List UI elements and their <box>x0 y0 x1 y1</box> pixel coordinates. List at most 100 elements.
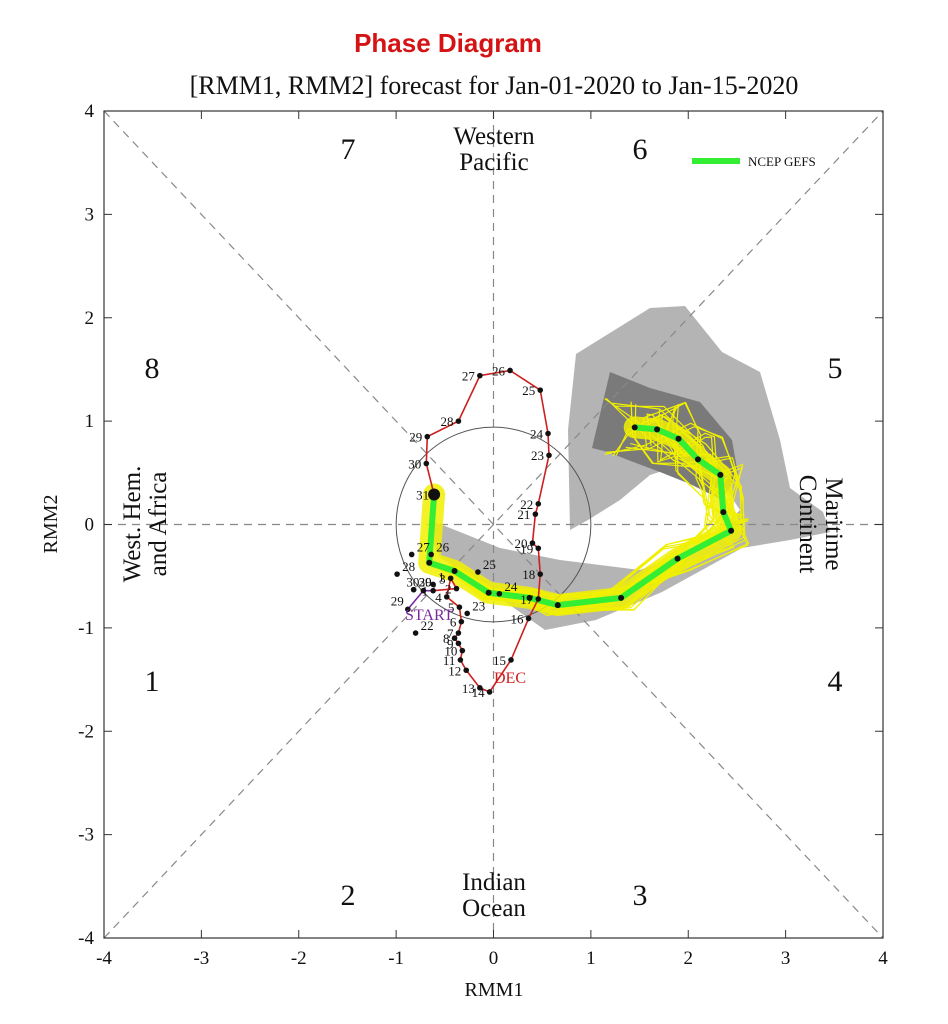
phase-label-7: 7 <box>341 133 356 166</box>
ensemble-mean-point <box>631 424 638 431</box>
observed-november-point <box>420 587 427 594</box>
region-left-line1: West. Hem. <box>119 466 146 583</box>
start-annotation: START <box>405 607 454 624</box>
ensemble-mean-point <box>526 594 533 601</box>
observed-december-point <box>537 387 544 393</box>
forecast-day-point <box>428 551 434 558</box>
phase-label-3: 3 <box>633 879 648 912</box>
observed-november-point <box>405 606 411 613</box>
forecast-day-label: 22 <box>421 618 434 633</box>
observed-day-label: 9 <box>447 636 454 651</box>
forecast-day-point <box>394 571 400 577</box>
forecast-day-point <box>410 586 417 593</box>
forecast-day-label: 24 <box>504 579 518 594</box>
observed-december-point <box>443 594 450 600</box>
observed-day-label: 30 <box>406 575 419 590</box>
forecast-day-label: 27 <box>417 539 431 554</box>
observed-day-label: 30 <box>408 457 421 472</box>
observed-day-label: 17 <box>520 592 534 607</box>
observed-december-point <box>545 430 551 437</box>
observed-day-label: 20 <box>514 536 527 551</box>
observed-december-point <box>453 585 460 592</box>
forecast-day-point <box>412 630 419 636</box>
observed-december-point <box>430 587 436 594</box>
region-right-line2: Continent <box>794 475 821 574</box>
observed-december-point <box>477 685 483 691</box>
ensemble-mean-point <box>728 527 735 534</box>
y-tick-label: -2 <box>78 721 94 742</box>
x-tick-label: 4 <box>878 948 888 969</box>
region-bottom-line1: Indian <box>462 869 526 896</box>
observed-day-label: 10 <box>444 644 457 659</box>
region-top-line1: Western <box>453 123 535 150</box>
observed-december-point <box>447 575 454 582</box>
observed-day-label: 24 <box>530 427 544 442</box>
observed-december-point <box>459 647 466 654</box>
observed-day-label: 2 <box>445 582 452 597</box>
observed-day-label: 1 <box>422 584 429 599</box>
observed-day-label: 14 <box>472 685 486 700</box>
x-tick-label: -2 <box>291 948 307 969</box>
phase-label-1: 1 <box>145 665 160 698</box>
y-axis-label: RMM2 <box>40 495 62 554</box>
observed-day-label: 26 <box>492 363 506 378</box>
chart-title: Phase Diagram <box>354 28 542 58</box>
observed-day-label: 16 <box>511 612 525 627</box>
dec-annotation: DEC <box>494 670 526 687</box>
y-tick-label: -1 <box>78 618 94 639</box>
y-tick-label: 1 <box>85 411 95 432</box>
phase-label-6: 6 <box>633 133 648 166</box>
observed-december-point <box>535 501 542 507</box>
observed-december-point <box>456 604 463 610</box>
legend-label-ncep-gefs: NCEP GEFS <box>748 154 816 169</box>
observed-day-label: 5 <box>448 600 455 615</box>
y-tick-label: 4 <box>85 101 95 122</box>
observed-day-label: 29 <box>391 593 404 608</box>
ensemble-mean-point <box>674 555 681 562</box>
observed-december-point <box>525 615 532 622</box>
x-axis-label: RMM1 <box>465 979 524 1001</box>
guide-lines <box>103 110 884 939</box>
observed-december-point <box>455 640 462 647</box>
observed-december-point <box>451 635 458 642</box>
observed-day-label: 27 <box>462 369 476 384</box>
ensemble-mean-point <box>485 589 492 596</box>
ensemble-mean-point <box>426 559 433 566</box>
region-top-line2: Pacific <box>459 149 528 176</box>
forecast-day-label: 1 <box>438 569 445 584</box>
observed-day-label: 22 <box>520 497 533 512</box>
forecast-day-label: 28 <box>402 559 415 574</box>
y-tick-label: 2 <box>85 308 95 329</box>
x-tick-label: -4 <box>96 948 112 969</box>
y-tick-label: -3 <box>78 825 94 846</box>
observed-day-label: 25 <box>522 383 535 398</box>
observed-december-point <box>532 511 539 517</box>
observed-day-label: 3 <box>439 571 446 586</box>
chart-subtitle: [RMM1, RMM2] forecast for Jan-01-2020 to… <box>190 71 799 100</box>
region-right-line1: Maritime <box>820 477 847 570</box>
observed-day-label: 15 <box>493 653 506 668</box>
observed-december-point <box>477 372 483 379</box>
phase-label-4: 4 <box>828 665 843 698</box>
ensemble-mean-point <box>618 594 625 601</box>
observed-day-label: 19 <box>520 541 533 556</box>
ensemble-mean-point <box>694 456 701 463</box>
guide-line-2 <box>103 110 884 939</box>
observed-day-label: 4 <box>435 590 442 605</box>
ensemble-mean-point <box>717 471 724 478</box>
forecast-day-point <box>464 610 471 617</box>
observed-december-point <box>507 367 513 374</box>
x-tick-label: 3 <box>781 948 791 969</box>
observed-december-point <box>529 540 536 546</box>
amplitude-one-circle <box>395 426 592 623</box>
observed-december-point <box>458 618 465 625</box>
x-tick-label: -1 <box>388 948 404 969</box>
x-tick-label: 1 <box>586 948 596 969</box>
y-tick-label: 3 <box>85 204 95 225</box>
x-tick-label: -3 <box>193 948 209 969</box>
observed-december-point <box>455 630 462 636</box>
observed-december-point <box>455 418 462 424</box>
